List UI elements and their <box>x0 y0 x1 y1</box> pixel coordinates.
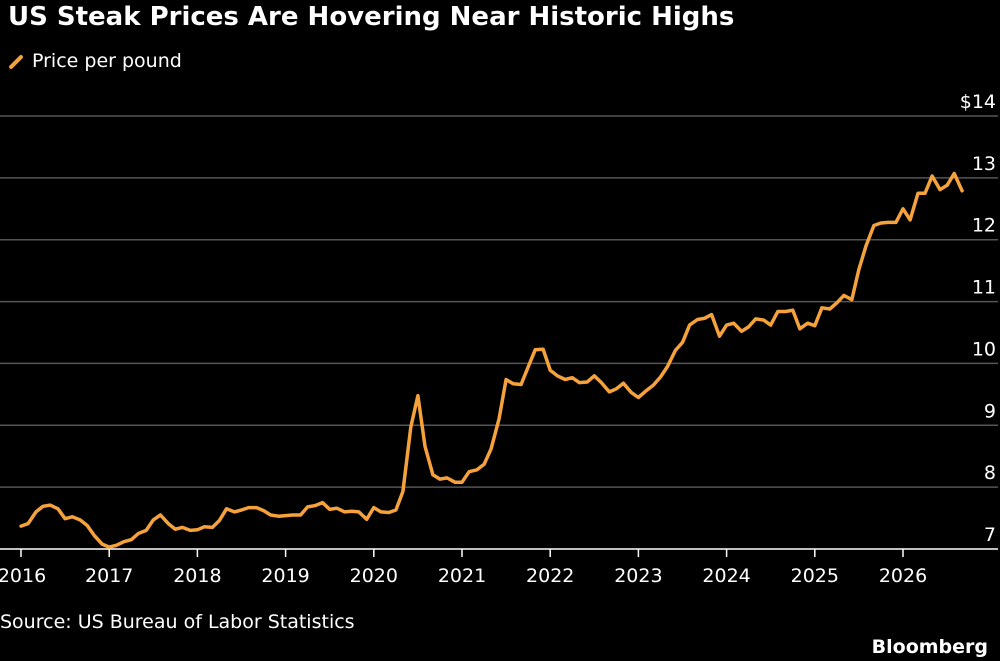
y-tick-label: 9 <box>984 400 996 422</box>
x-tick-label: 2016 <box>0 565 46 587</box>
x-tick-label: 2022 <box>526 565 574 587</box>
y-tick-label: 13 <box>972 153 996 175</box>
x-tick-label: 2021 <box>438 565 486 587</box>
y-tick-label: 12 <box>972 215 996 237</box>
legend-label: Price per pound <box>32 50 182 72</box>
x-tick-label: 2019 <box>261 565 309 587</box>
y-tick-label: 7 <box>984 524 996 546</box>
chart-title: US Steak Prices Are Hovering Near Histor… <box>8 2 735 32</box>
source-note: Source: US Bureau of Labor Statistics <box>0 611 355 633</box>
y-axis-labels: 7 8 9 10 11 12 13 $14 <box>960 91 996 546</box>
y-tick-label: 11 <box>972 277 996 299</box>
x-tick-label: 2026 <box>879 565 927 587</box>
legend: Price per pound <box>4 50 182 72</box>
x-tick-label: 2024 <box>702 565 750 587</box>
series-line-price-per-pound <box>19 171 964 549</box>
x-tick-label: 2025 <box>791 565 839 587</box>
x-tick-label: 2023 <box>614 565 662 587</box>
x-tick-label: 2017 <box>85 565 133 587</box>
x-tick-label: 2020 <box>350 565 398 587</box>
series-layer <box>19 171 964 549</box>
x-axis: 2016 2017 2018 2019 2020 2021 2022 2023 2024 2025… <box>0 548 998 587</box>
brand-logo-text: Bloomberg <box>871 636 988 658</box>
grid-lines <box>0 115 998 488</box>
y-tick-label: 8 <box>984 462 996 484</box>
y-tick-label: $14 <box>960 91 996 113</box>
y-tick-label: 10 <box>972 338 996 360</box>
x-tick-label: 2018 <box>173 565 221 587</box>
